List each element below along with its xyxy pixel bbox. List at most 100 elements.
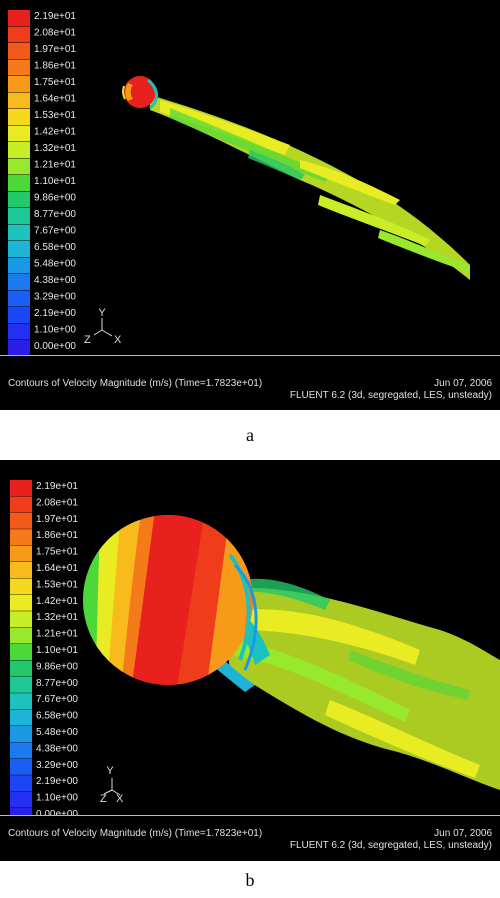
- legend-swatch: [8, 307, 30, 323]
- legend-swatch: [8, 59, 30, 76]
- legend-level-label: 4.38e+00: [34, 275, 76, 286]
- axis-y-label: Y: [106, 765, 114, 777]
- legend-swatch: [10, 808, 32, 815]
- legend-level-label: 1.64e+01: [34, 94, 76, 105]
- legend-level-label: 1.86e+01: [36, 530, 78, 541]
- legend-swatch: [10, 562, 32, 578]
- legend-swatch: [8, 76, 30, 92]
- legend-swatch: [10, 660, 32, 677]
- legend-swatch: [10, 726, 32, 742]
- legend-swatch: [8, 142, 30, 158]
- legend-level-label: 5.48e+00: [34, 259, 76, 270]
- legend-swatch: [8, 257, 30, 274]
- legend-level-label: 1.21e+01: [36, 629, 78, 640]
- legend-swatch: [10, 627, 32, 644]
- legend-level-label: 1.75e+01: [36, 547, 78, 558]
- legend-swatch: [10, 693, 32, 710]
- caption-date: Jun 07, 2006: [434, 828, 492, 839]
- legend-swatch: [10, 791, 32, 808]
- legend-level-label: 8.77e+00: [36, 678, 78, 689]
- legend-swatch: [10, 496, 32, 513]
- panel-a: 2.19e+01 2.08e+01 1.97e+01 1.86e+01 1.75e+01…: [0, 0, 500, 410]
- legend-swatch: [10, 594, 32, 611]
- legend-level-label: 1.42e+01: [36, 596, 78, 607]
- legend-swatch: [8, 26, 30, 43]
- axis-y-label: Y: [98, 307, 106, 319]
- legend-level-label: 2.19e+01: [36, 481, 78, 492]
- legend-swatch: [8, 323, 30, 340]
- legend-level-label: 3.29e+00: [36, 760, 78, 771]
- caption-solver: FLUENT 6.2 (3d, segregated, LES, unstead…: [289, 390, 492, 401]
- legend-level-label: 8.77e+00: [34, 209, 76, 220]
- velocity-contour-plot-a: 2.19e+01 2.08e+01 1.97e+01 1.86e+01 1.75e+01…: [8, 10, 470, 355]
- axis-z-label: Z: [100, 793, 107, 805]
- legend-level-label: 7.67e+00: [36, 694, 78, 705]
- legend-level-label: 1.42e+01: [34, 127, 76, 138]
- legend-level-label: 2.08e+01: [34, 28, 76, 39]
- legend-swatch: [8, 175, 30, 191]
- legend-level-label: 2.19e+00: [36, 776, 78, 787]
- legend-level-label: 1.53e+01: [36, 579, 78, 590]
- legend-level-label: 1.10e+00: [36, 793, 78, 804]
- legend-swatch: [8, 241, 30, 257]
- legend-level-label: 6.58e+00: [34, 242, 76, 253]
- legend-swatch: [8, 340, 30, 355]
- legend-swatch: [10, 644, 32, 660]
- legend-swatch: [10, 545, 32, 562]
- axis-z-label: Z: [84, 334, 91, 346]
- legend-level-label: 1.75e+01: [34, 77, 76, 88]
- legend-level-label: 7.67e+00: [34, 226, 76, 237]
- axis-triad-a: Y X Z: [84, 307, 122, 346]
- legend-swatch: [8, 43, 30, 59]
- legend-level-label: 1.10e+01: [36, 645, 78, 656]
- legend-level-label: 1.97e+01: [36, 514, 78, 525]
- legend-swatch: [10, 611, 32, 628]
- legend-swatch: [10, 480, 32, 496]
- legend-level-label: 0.00e+00: [34, 341, 76, 352]
- caption-solver: FLUENT 6.2 (3d, segregated, LES, unstead…: [289, 840, 492, 851]
- legend-swatch: [10, 676, 32, 693]
- legend-swatch: [10, 529, 32, 546]
- legend-swatch: [8, 290, 30, 307]
- legend-level-label: 1.32e+01: [34, 143, 76, 154]
- legend-swatch: [8, 208, 30, 224]
- legend-level-label: 1.21e+01: [34, 160, 76, 171]
- sphere-a: [122, 76, 158, 110]
- legend-swatch: [8, 191, 30, 208]
- legend-swatch: [10, 758, 32, 775]
- legend-level-label: 2.08e+01: [36, 497, 78, 508]
- color-legend: 2.19e+01 2.08e+01 1.97e+01 1.86e+01 1.75e+01…: [8, 10, 76, 355]
- legend-level-label: 1.86e+01: [34, 61, 76, 72]
- caption-bar-a: Contours of Velocity Magnitude (m/s) (Ti…: [0, 355, 500, 410]
- legend-swatch: [10, 775, 32, 792]
- sphere-b: [83, 515, 258, 685]
- wake-a: [150, 95, 470, 280]
- legend-level-label: 1.53e+01: [34, 110, 76, 121]
- legend-swatch: [8, 158, 30, 175]
- legend-swatch: [8, 274, 30, 290]
- legend-level-label: 0.00e+00: [36, 809, 78, 815]
- velocity-contour-plot-b: 2.19e+01 2.08e+01 1.97e+01 1.86e+01 1.75e+01…: [10, 480, 500, 815]
- legend-swatch: [8, 10, 30, 26]
- legend-level-label: 1.97e+01: [34, 44, 76, 55]
- legend-level-label: 5.48e+00: [36, 727, 78, 738]
- axis-triad-b: Y X Z: [100, 765, 124, 805]
- legend-level-label: 3.29e+00: [34, 292, 76, 303]
- legend-level-label: 1.10e+00: [34, 325, 76, 336]
- caption-title: Contours of Velocity Magnitude (m/s) (Ti…: [8, 828, 263, 839]
- axis-x-label: X: [116, 793, 124, 805]
- legend-level-label: 1.10e+01: [34, 176, 76, 187]
- legend-level-label: 1.32e+01: [36, 612, 78, 623]
- panel-b: 2.19e+01 2.08e+01 1.97e+01 1.86e+01 1.75e+01…: [0, 460, 500, 840]
- legend-swatch: [10, 512, 32, 529]
- legend-level-label: 9.86e+00: [36, 661, 78, 672]
- legend-swatch: [8, 109, 30, 125]
- figure-label-a: a: [246, 425, 254, 445]
- legend-level-label: 6.58e+00: [36, 711, 78, 722]
- legend-swatch: [8, 125, 30, 142]
- color-legend: 2.19e+01 2.08e+01 1.97e+01 1.86e+01 1.75e+01…: [10, 480, 78, 815]
- legend-level-label: 4.38e+00: [36, 743, 78, 754]
- caption-date: Jun 07, 2006: [434, 378, 492, 389]
- legend-swatch: [8, 92, 30, 109]
- legend-level-label: 2.19e+01: [34, 11, 76, 22]
